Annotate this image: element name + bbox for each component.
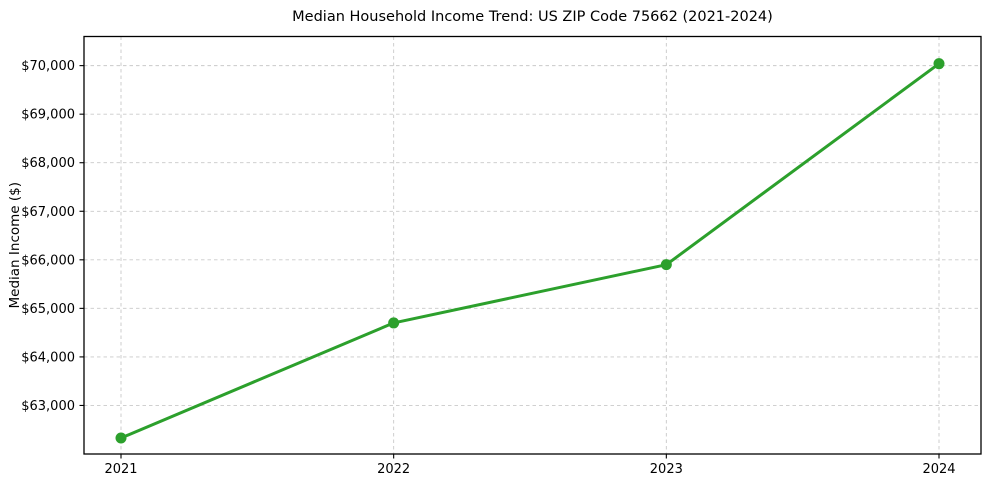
axis-tick-labels: $63,000 $64,000 $65,000 $66,000 $67,000 $68,0… [21,59,955,477]
data-point-marker [933,58,945,70]
data-point-marker [388,317,400,329]
x-tick-label: 2021 [104,462,137,477]
y-tick-label: $66,000 [21,253,75,268]
income-trend-line [119,62,941,440]
y-tick-label: $70,000 [21,59,75,74]
y-tick-label: $65,000 [21,302,75,317]
x-tick-label: 2022 [377,462,410,477]
income-line-series [115,58,945,444]
y-tick-label: $64,000 [21,350,75,365]
x-tick-label: 2024 [922,462,955,477]
y-tick-label: $67,000 [21,205,75,220]
chart-title: Median Household Income Trend: US ZIP Co… [292,9,773,25]
y-tick-label: $69,000 [21,108,75,123]
x-tick-label: 2023 [650,462,683,477]
y-tick-label: $68,000 [21,156,75,171]
y-tick-label: $63,000 [21,399,75,414]
data-point-marker [660,259,672,271]
plot-frame [83,35,982,455]
data-point-marker [115,432,127,444]
grid-layer [84,36,981,454]
y-axis-label: Median Income ($) [7,182,23,308]
axis-ticks [79,65,940,459]
